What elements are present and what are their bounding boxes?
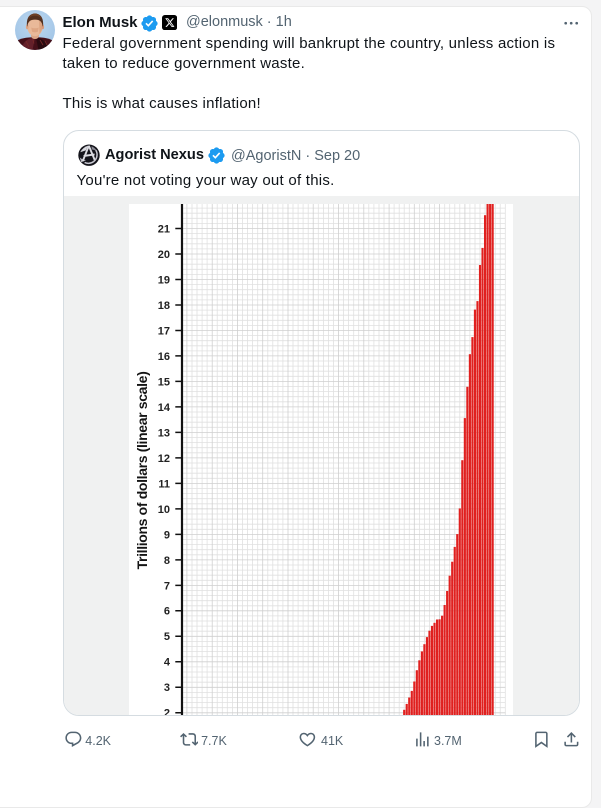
svg-text:20: 20 — [158, 248, 170, 260]
svg-text:21: 21 — [158, 223, 170, 235]
svg-text:12: 12 — [158, 452, 170, 464]
svg-text:10: 10 — [158, 503, 170, 515]
svg-text:15: 15 — [158, 376, 170, 388]
svg-text:19: 19 — [158, 274, 170, 286]
svg-text:2: 2 — [164, 707, 170, 714]
svg-text:14: 14 — [158, 401, 171, 413]
svg-text:13: 13 — [158, 427, 170, 439]
svg-text:7: 7 — [164, 580, 170, 592]
svg-text:4: 4 — [164, 656, 171, 668]
svg-text:18: 18 — [158, 299, 170, 311]
svg-text:9: 9 — [164, 529, 170, 541]
svg-text:5: 5 — [164, 631, 170, 643]
svg-text:17: 17 — [158, 325, 170, 337]
svg-text:Trillions of dollars (linear s: Trillions of dollars (linear scale) — [134, 371, 150, 569]
svg-text:6: 6 — [164, 605, 170, 617]
svg-text:11: 11 — [158, 478, 170, 490]
svg-text:8: 8 — [164, 554, 170, 566]
svg-text:16: 16 — [158, 350, 170, 362]
svg-text:3: 3 — [164, 682, 170, 694]
